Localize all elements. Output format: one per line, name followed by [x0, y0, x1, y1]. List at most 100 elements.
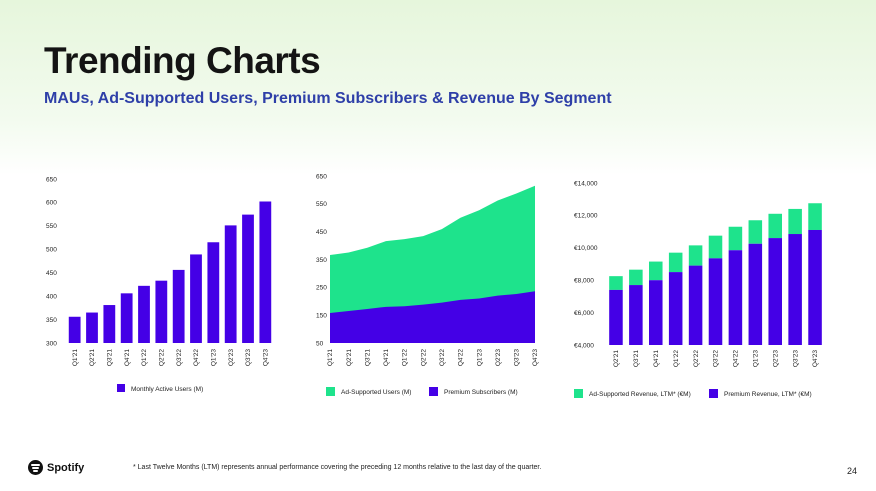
- spotify-icon: [28, 460, 43, 475]
- mau-bar: [120, 293, 133, 343]
- x-tick-label: Q4'22: [193, 349, 200, 367]
- mau-bar: [68, 316, 81, 343]
- x-tick-label: Q3'22: [439, 349, 446, 367]
- y-tick-label: €14,000: [574, 180, 598, 187]
- x-tick-label: Q3'22: [713, 350, 720, 368]
- mau-bar: [259, 201, 272, 343]
- x-tick-label: Q2'23: [772, 350, 779, 368]
- ad-revenue-bar: [808, 203, 822, 230]
- ad-revenue-bar: [768, 213, 782, 239]
- y-tick-label: 350: [316, 257, 327, 264]
- x-tick-label: Q1'23: [476, 349, 483, 367]
- premium-revenue-bar: [808, 229, 822, 345]
- premium-revenue-bar: [688, 265, 703, 345]
- premium-revenue-bar: [788, 234, 802, 345]
- chart2-legend: Ad-Supported Users (M) Premium Subscribe…: [326, 387, 518, 396]
- spotify-wordmark: Spotify: [47, 461, 85, 474]
- x-tick-label: Q2'21: [613, 350, 620, 368]
- legend-label-mau: Monthly Active Users (M): [131, 386, 203, 393]
- x-tick-label: Q2'22: [159, 349, 166, 367]
- y-tick-label: 500: [46, 247, 57, 254]
- legend-label-ad-revenue: Ad-Supported Revenue, LTM* (€M): [589, 391, 691, 398]
- x-tick-label: Q3'21: [107, 349, 114, 367]
- x-tick-label: Q1'23: [211, 349, 218, 367]
- y-tick-label: 550: [46, 223, 57, 230]
- ad-revenue-bar: [708, 235, 723, 259]
- legend-label-premium-subs: Premium Subscribers (M): [444, 389, 518, 396]
- y-tick-label: 350: [46, 317, 57, 324]
- x-tick-label: Q4'22: [458, 349, 465, 367]
- mau-bar: [172, 269, 185, 343]
- premium-revenue-bar: [668, 272, 683, 345]
- legend-swatch-premium-subs: [429, 387, 438, 396]
- premium-revenue-bar: [728, 250, 743, 345]
- legend-swatch-premium-revenue: [709, 389, 718, 398]
- y-tick-label: 450: [316, 229, 327, 236]
- x-tick-label: Q3'23: [792, 350, 799, 368]
- x-tick-label: Q3'23: [514, 349, 521, 367]
- y-tick-label: 650: [46, 176, 57, 183]
- legend-label-premium-revenue: Premium Revenue, LTM* (€M): [724, 391, 812, 398]
- x-tick-label: Q4'22: [733, 350, 740, 368]
- x-tick-label: Q1'22: [673, 350, 680, 368]
- x-tick-label: Q3'23: [245, 349, 252, 367]
- x-tick-label: Q1'23: [753, 350, 760, 368]
- x-tick-label: Q2'22: [693, 350, 700, 368]
- y-tick-label: 550: [316, 201, 327, 208]
- y-tick-label: €6,000: [574, 310, 594, 317]
- ad-revenue-bar: [748, 220, 763, 244]
- page-title: Trending Charts: [44, 40, 321, 81]
- mau-bar: [224, 225, 237, 343]
- x-tick-label: Q2'22: [420, 349, 427, 367]
- x-tick-label: Q2'21: [346, 349, 353, 367]
- chart3-legend: Ad-Supported Revenue, LTM* (€M) Premium …: [574, 389, 812, 398]
- premium-revenue-bar: [609, 289, 623, 345]
- x-tick-label: Q2'23: [495, 349, 502, 367]
- x-tick-label: Q1'21: [72, 349, 79, 367]
- ad-revenue-bar: [629, 269, 643, 286]
- mau-bar: [103, 305, 116, 343]
- y-tick-label: €10,000: [574, 245, 598, 252]
- x-tick-label: Q3'21: [633, 350, 640, 368]
- x-tick-label: Q4'23: [532, 349, 539, 367]
- legend-swatch-ad-revenue: [574, 389, 583, 398]
- y-tick-label: 150: [316, 312, 327, 319]
- ad-revenue-bar: [609, 276, 623, 290]
- x-tick-label: Q4'21: [383, 349, 390, 367]
- premium-revenue-bar: [649, 280, 663, 345]
- premium-revenue-bar: [768, 238, 782, 345]
- mau-bar: [86, 312, 98, 343]
- x-tick-label: Q3'22: [176, 349, 183, 367]
- y-tick-label: 250: [316, 285, 327, 292]
- legend-label-ad-users: Ad-Supported Users (M): [341, 389, 411, 396]
- y-tick-label: 300: [46, 340, 57, 347]
- x-tick-label: Q4'23: [812, 350, 819, 368]
- x-tick-label: Q1'21: [327, 349, 334, 367]
- mau-bar: [242, 214, 254, 343]
- y-tick-label: €8,000: [574, 278, 594, 285]
- mau-bar: [155, 280, 168, 343]
- mau-bar: [138, 285, 150, 343]
- premium-revenue-bar: [708, 258, 723, 345]
- y-tick-label: €12,000: [574, 213, 598, 220]
- x-tick-label: Q4'21: [124, 349, 131, 367]
- x-tick-label: Q4'23: [263, 349, 270, 367]
- y-tick-label: 600: [46, 200, 57, 207]
- chart1-legend: Monthly Active Users (M): [117, 384, 203, 393]
- ad-revenue-bar: [728, 226, 743, 251]
- x-tick-label: Q1'22: [402, 349, 409, 367]
- legend-swatch-mau: [117, 384, 125, 392]
- page-number: 24: [846, 466, 857, 476]
- ad-revenue-bar: [668, 252, 683, 273]
- page-subtitle: MAUs, Ad-Supported Users, Premium Subscr…: [44, 90, 612, 107]
- premium-revenue-bar: [748, 243, 763, 345]
- legend-swatch-ad-users: [326, 387, 335, 396]
- y-tick-label: 50: [316, 340, 324, 347]
- ad-revenue-bar: [649, 261, 663, 281]
- ad-revenue-bar: [788, 208, 802, 235]
- y-tick-label: €4,000: [574, 342, 594, 349]
- y-tick-label: 400: [46, 293, 57, 300]
